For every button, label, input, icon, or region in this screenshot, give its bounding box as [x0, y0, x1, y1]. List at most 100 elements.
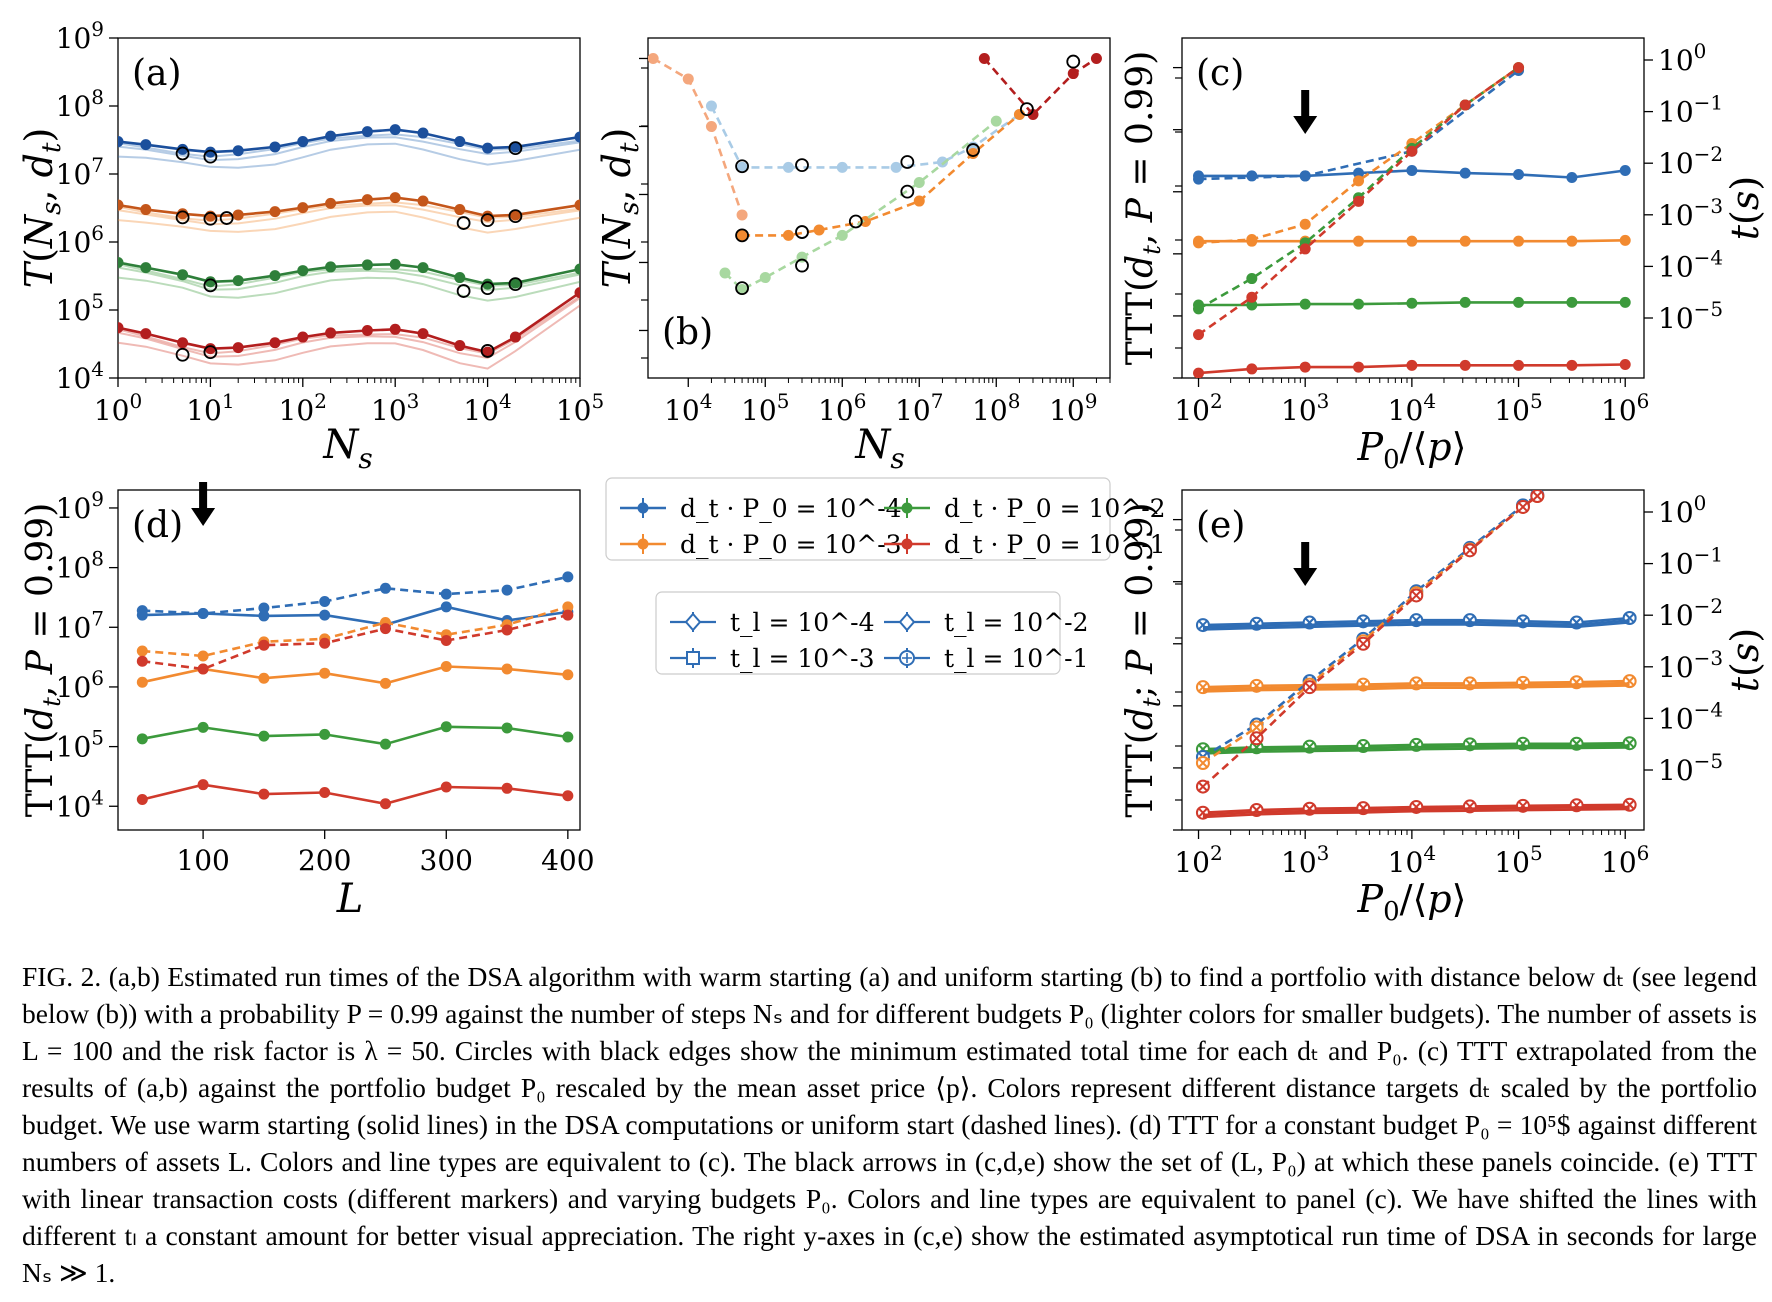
panel-d-series-5-marker	[197, 721, 209, 733]
panel-c-series-0-marker	[1406, 165, 1418, 177]
panel-b-series-1-marker	[890, 161, 902, 173]
panel-e-series-1-shifted-line	[1202, 684, 1630, 693]
panel-a-series-1-marker	[361, 194, 373, 206]
panel-a-series-0-marker	[361, 126, 373, 138]
panel-a-series-3-light-line	[118, 304, 580, 370]
panel-d-series-1-marker	[319, 596, 331, 608]
panel-b-minimum-marker	[735, 228, 749, 243]
panel-b: 104 105 106 107 108 109 (b) Ns T(Ns, dt)	[595, 37, 1111, 475]
panel-d-series-3-marker	[562, 601, 574, 613]
e-ytick-right-label: 100	[1658, 491, 1706, 529]
panel-a-series-3-marker	[140, 328, 152, 340]
panel-c-series-7-marker	[1513, 62, 1525, 74]
panel-e-plot-area	[1195, 490, 1637, 820]
panel-c-series-2-marker	[1459, 296, 1471, 308]
panel-c-series-1-marker	[1619, 234, 1631, 246]
panel-a-series-1-marker	[509, 209, 521, 221]
panel-a-series-2-light-line	[118, 276, 580, 302]
panel-a-series-3-marker	[269, 337, 281, 349]
panel-b-xticks: 104 105 106 107 108 109	[664, 378, 1111, 427]
panel-a-series-3-marker	[389, 323, 401, 335]
b-xtick-label: 108	[972, 389, 1020, 427]
panel-a-minimum-marker	[480, 213, 495, 227]
panel-e-series-6-marker	[1356, 636, 1371, 651]
panel-a-minimum-marker	[508, 141, 523, 156]
panel-c-series-1-marker	[1566, 235, 1578, 247]
b-xtick-label: 109	[1049, 389, 1097, 427]
panel-d-series-1-marker	[562, 571, 574, 583]
legend-tl-frame	[655, 591, 1061, 675]
panel-b-series-3-marker	[759, 272, 771, 284]
panel-a-series-3-marker	[325, 327, 337, 339]
d-ytick-label: 107	[56, 606, 104, 644]
panel-c-series-3-marker	[1246, 363, 1258, 375]
panel-e-xticks: 102 103 104 105 106	[1174, 830, 1649, 879]
panel-b-xlabel: Ns	[854, 422, 904, 475]
panel-b-series-3-marker	[990, 115, 1002, 127]
panel-a-minimum-marker	[175, 146, 190, 161]
panel-d-series-4-marker	[258, 639, 270, 651]
panel-c-ylabel-right: t(s)	[1723, 176, 1767, 240]
panel-b-frame	[647, 37, 1111, 379]
panel-b-series-0-line	[652, 57, 744, 216]
panel-d-series-1-marker	[501, 584, 513, 596]
legend-dt-label: d_t · P_0 = 10^-2	[944, 494, 1166, 523]
panel-a-series-0-marker	[574, 131, 580, 143]
panel-b-series-3-line	[724, 120, 998, 292]
panel-a-minimum-marker	[508, 277, 523, 292]
panel-d-frame	[117, 489, 581, 831]
panel-a-series-0-marker	[454, 136, 466, 148]
panel-d-series-5-marker	[258, 730, 270, 742]
panel-a-minimum-marker	[480, 344, 495, 358]
panel-c-yticks: 100 10−1 10−2 10−3 10−4 10−5	[1173, 39, 1723, 379]
panel-d-series-6-marker	[319, 787, 331, 799]
panel-a-series-3-marker	[454, 340, 466, 352]
panel-a-series-1-marker	[232, 209, 244, 221]
panel-d-series-4-marker	[379, 623, 391, 635]
panel-b-series-2-marker	[813, 224, 825, 236]
c-xtick-label: 102	[1174, 389, 1222, 427]
diamond-marker-icon	[684, 612, 702, 632]
panel-d-series-6-marker	[136, 793, 148, 805]
panel-c-frame	[1181, 37, 1645, 379]
panel-c-series-2-marker	[1566, 296, 1578, 308]
legend-tl-label: t_l = 10^-2	[944, 608, 1089, 637]
panel-d-series-2-marker	[501, 663, 513, 675]
panel-b-series-1-marker	[705, 100, 717, 112]
panel-e-series-6-marker	[1302, 680, 1317, 695]
panel-a-minimum-marker	[219, 211, 234, 225]
panel-e-series-5-marker	[1195, 756, 1210, 771]
panel-d-series-3-marker	[136, 645, 148, 657]
panel-a-minimum-marker	[456, 284, 471, 298]
panel-b-series-1-marker	[782, 161, 794, 173]
panel-a-series-0-light-line	[118, 142, 580, 169]
a-ytick-label: 107	[56, 153, 104, 191]
b-xtick-label: 104	[664, 389, 712, 427]
panel-b-minimum-marker	[735, 281, 749, 295]
panel-c-series-0-marker	[1513, 168, 1525, 180]
panel-c-series-4-line	[1198, 69, 1520, 181]
panel-d-series-4-marker	[440, 635, 452, 647]
panel-b-minimum-marker	[1020, 102, 1034, 117]
panel-c-series-6-marker	[1193, 303, 1205, 315]
legend-dt-item: d_t · P_0 = 10^-2	[884, 494, 1166, 523]
panel-d-series-5-marker	[562, 731, 574, 743]
panel-a-series-0-marker	[297, 136, 309, 148]
panel-d-series-6-marker	[501, 782, 513, 794]
legend-tl-label: t_l = 10^-3	[730, 644, 875, 673]
legend-tl-item: t_l = 10^-4	[670, 608, 875, 637]
a-xtick-label: 103	[371, 389, 419, 427]
square-marker-icon	[686, 651, 700, 665]
panel-a-series-0-marker	[118, 136, 124, 148]
panel-b-minimum-marker	[1066, 54, 1081, 69]
panel-d-series-6-marker	[379, 798, 391, 810]
panel-a-series-2-marker	[361, 259, 373, 271]
panel-c-series-0-marker	[1566, 171, 1578, 183]
panel-e-series-2-shifted-line	[1202, 744, 1630, 753]
legend-dt: d_t · P_0 = 10^-4 d_t · P_0 = 10^-3 d_t · …	[605, 477, 1166, 561]
panel-a-series-2-marker	[269, 270, 281, 282]
panel-a-series-2-marker	[574, 263, 580, 275]
panel-b-plot-area	[648, 52, 1102, 296]
panel-b-series-2-marker	[782, 229, 794, 241]
